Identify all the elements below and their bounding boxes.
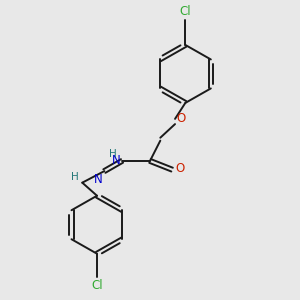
Text: N: N [94,172,103,185]
Text: H: H [71,172,79,182]
Text: Cl: Cl [91,279,103,292]
Text: N: N [112,154,121,167]
Text: O: O [176,162,185,175]
Text: H: H [109,149,117,159]
Text: O: O [176,112,186,125]
Text: Cl: Cl [179,5,191,18]
